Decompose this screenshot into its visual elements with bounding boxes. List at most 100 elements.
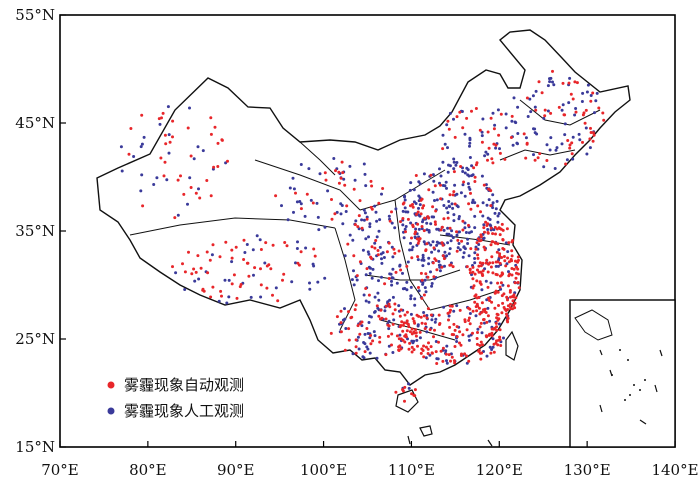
auto-station-point [369,179,373,183]
manual-station-point [421,253,425,257]
auto-station-point [497,304,500,307]
auto-station-point [551,69,554,73]
y-tick-label: 35°N [15,222,55,240]
auto-station-point [422,293,426,297]
manual-station-point [356,335,360,339]
manual-station-point [368,222,372,226]
manual-station-point [374,210,378,214]
auto-station-point [171,265,174,269]
manual-station-point [326,189,330,193]
manual-station-point [408,248,412,252]
manual-station-point [578,138,582,142]
auto-station-point [514,296,518,300]
manual-station-point [197,187,200,191]
manual-station-point [341,222,345,226]
manual-station-point [546,84,550,88]
auto-station-point [462,180,466,184]
manual-station-point [486,228,490,231]
manual-station-point [245,243,249,246]
auto-station-point [424,272,428,276]
auto-station-point [439,183,442,187]
auto-station-point [422,355,426,359]
x-tick-label: 80°E [129,461,167,479]
auto-station-point [211,243,215,247]
auto-station-point [377,201,381,205]
auto-station-point [486,222,490,226]
manual-station-point [441,160,445,164]
manual-station-point [473,261,477,265]
x-tick-label: 140°E [651,461,698,479]
auto-station-point [376,249,380,252]
manual-station-point [316,280,320,284]
manual-station-point [368,225,372,229]
manual-station-point [351,352,355,356]
auto-station-point [416,255,420,259]
manual-station-point [166,105,170,109]
legend-auto-label: 雾霾现象自动观测 [124,376,244,394]
auto-station-point [405,264,409,268]
auto-station-point [253,266,257,270]
manual-station-point [357,347,361,351]
auto-station-point [452,170,456,174]
auto-station-point [401,389,405,393]
auto-station-point [492,350,496,354]
manual-station-point [482,223,486,227]
manual-station-point [492,228,496,232]
manual-station-point [292,210,295,214]
auto-station-point [459,343,463,347]
auto-station-point [460,352,463,356]
auto-station-point [399,308,403,312]
manual-station-point [392,318,396,322]
auto-station-point [411,205,415,209]
manual-station-point [462,245,466,249]
auto-station-point [356,225,360,229]
auto-station-point [463,352,467,356]
auto-station-point [494,321,498,325]
auto-station-point [434,350,438,354]
auto-station-point [478,344,482,347]
manual-station-point [497,322,501,326]
auto-station-point [450,304,454,308]
auto-station-point [452,190,456,194]
manual-station-point [513,120,517,124]
auto-station-point [451,193,455,197]
y-axis-ticks: 55°N 45°N 35°N 25°N 15°N [15,6,66,456]
manual-station-point [553,167,557,170]
auto-station-point [465,116,469,120]
manual-station-point [484,279,488,283]
manual-station-point [361,355,365,359]
manual-station-point [387,214,391,218]
auto-station-point [403,334,407,338]
manual-station-point [549,76,553,80]
manual-station-point [167,151,171,155]
auto-station-point [388,219,392,223]
manual-station-point [437,263,441,267]
manual-station-point [455,340,459,343]
manual-station-point [452,219,456,223]
manual-station-point [223,278,227,282]
auto-station-point [501,301,505,305]
manual-station-point [571,157,575,161]
auto-station-point [508,272,512,276]
manual-station-point [243,251,247,254]
manual-station-point [413,297,417,301]
manual-station-point [410,339,414,343]
manual-station-point [511,143,515,147]
manual-station-point [422,240,426,244]
auto-station-point [209,194,213,198]
auto-station-point [400,320,404,324]
auto-station-point [505,227,509,231]
auto-station-point [353,223,357,227]
manual-station-point [377,298,381,302]
auto-station-point [414,230,417,234]
auto-station-point [413,394,417,398]
manual-station-point [409,241,412,245]
manual-station-point [295,200,299,204]
manual-station-point [367,252,371,256]
auto-station-point [352,254,356,258]
manual-station-point [417,289,421,293]
manual-station-point [533,105,537,109]
manual-station-point [434,317,438,321]
auto-station-point [385,250,389,254]
auto-station-point [513,306,517,310]
